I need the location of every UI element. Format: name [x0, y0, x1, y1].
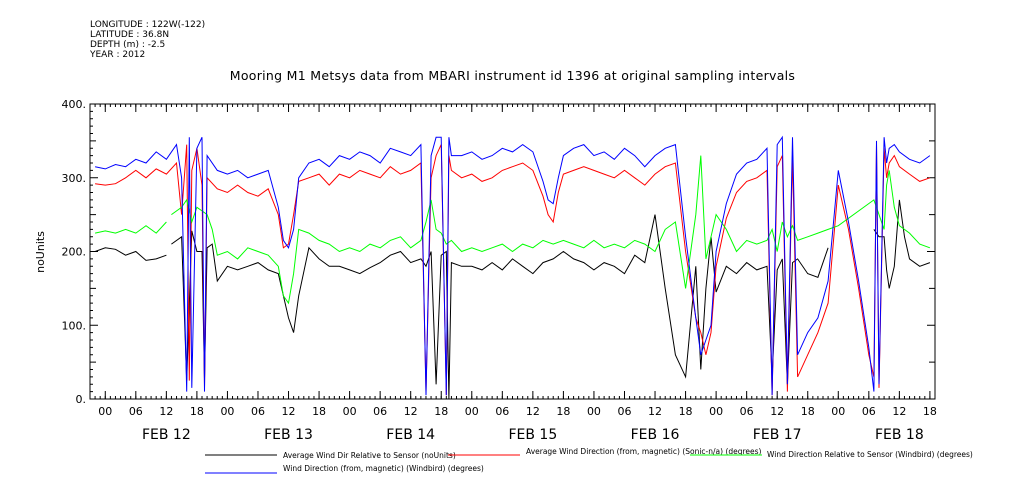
x-tick-label: 06 [129, 405, 143, 418]
y-tick-label: 200. [62, 246, 87, 259]
x-tick-label: 18 [801, 405, 815, 418]
legend-entry: Wind Direction Relative to Sensor (Windb… [767, 450, 973, 459]
x-tick-label: 18 [679, 405, 693, 418]
x-tick-label: 18 [923, 405, 937, 418]
x-tick-label: 06 [617, 405, 631, 418]
y-tick-label: 300. [62, 172, 87, 185]
x-tick-label: 12 [892, 405, 906, 418]
axis-ticks: 0. 100. 200. 300. 400. 00 06 12 18 00 06 12 18 00 06 12… [62, 98, 937, 443]
x-tick-label: 06 [251, 405, 265, 418]
x-tick-label: 00 [709, 405, 723, 418]
series-group [94, 135, 931, 400]
series-line-1 [94, 199, 931, 400]
chart-title: Mooring M1 Metsys data from MBARI instru… [229, 68, 796, 83]
x-tick-label: 12 [159, 405, 173, 418]
depth-text: DEPTH (m) : -2.5 [90, 40, 166, 50]
legend-entry: Wind Direction (from, magnetic) (Windbir… [283, 464, 484, 473]
x-tick-label: 18 [190, 405, 204, 418]
year-text: YEAR : 2012 [90, 50, 146, 60]
latitude-text: LATITUDE : 36.8N [90, 30, 170, 40]
y-tick-label: 0. [76, 393, 87, 406]
x-tick-label: 00 [98, 405, 112, 418]
x-tick-label: 00 [465, 405, 479, 418]
x-day-label: FEB 16 [631, 427, 680, 443]
x-tick-label: 06 [862, 405, 876, 418]
metadata-block: LONGITUDE : 122W(-122) LATITUDE : 36.8N … [90, 20, 205, 60]
x-tick-label: 12 [526, 405, 540, 418]
x-day-label: FEB 17 [753, 427, 802, 443]
x-day-label: FEB 15 [508, 427, 557, 443]
x-tick-label: 00 [220, 405, 234, 418]
longitude-text: LONGITUDE : 122W(-122) [90, 20, 206, 30]
legend-entry: Average Wind Dir Relative to Sensor (noU… [283, 451, 456, 460]
x-day-label: FEB 13 [264, 427, 313, 443]
y-tick-label: 400. [62, 98, 87, 111]
x-tick-label: 00 [587, 405, 601, 418]
x-tick-label: 18 [556, 405, 570, 418]
legend: Average Wind Dir Relative to Sensor (noU… [205, 447, 973, 474]
series-line-3 [94, 155, 931, 305]
x-tick-label: 06 [740, 405, 754, 418]
series-line-2 [95, 144, 931, 396]
x-tick-label: 12 [282, 405, 296, 418]
x-day-label: FEB 18 [875, 427, 924, 443]
series-line-4 [94, 135, 931, 396]
x-tick-label: 12 [770, 405, 784, 418]
y-axis-label: noUnits [34, 231, 47, 273]
x-tick-label: 06 [495, 405, 509, 418]
x-tick-label: 12 [404, 405, 418, 418]
legend-entry: Average Wind Direction (from, magnetic) … [526, 447, 762, 456]
x-tick-label: 12 [648, 405, 662, 418]
y-tick-label: 100. [62, 319, 87, 332]
x-tick-label: 00 [831, 405, 845, 418]
x-tick-label: 18 [434, 405, 448, 418]
x-tick-label: 06 [373, 405, 387, 418]
x-day-label: FEB 12 [142, 427, 191, 443]
x-day-label: FEB 14 [386, 427, 435, 443]
x-tick-label: 00 [343, 405, 357, 418]
x-tick-label: 18 [312, 405, 326, 418]
